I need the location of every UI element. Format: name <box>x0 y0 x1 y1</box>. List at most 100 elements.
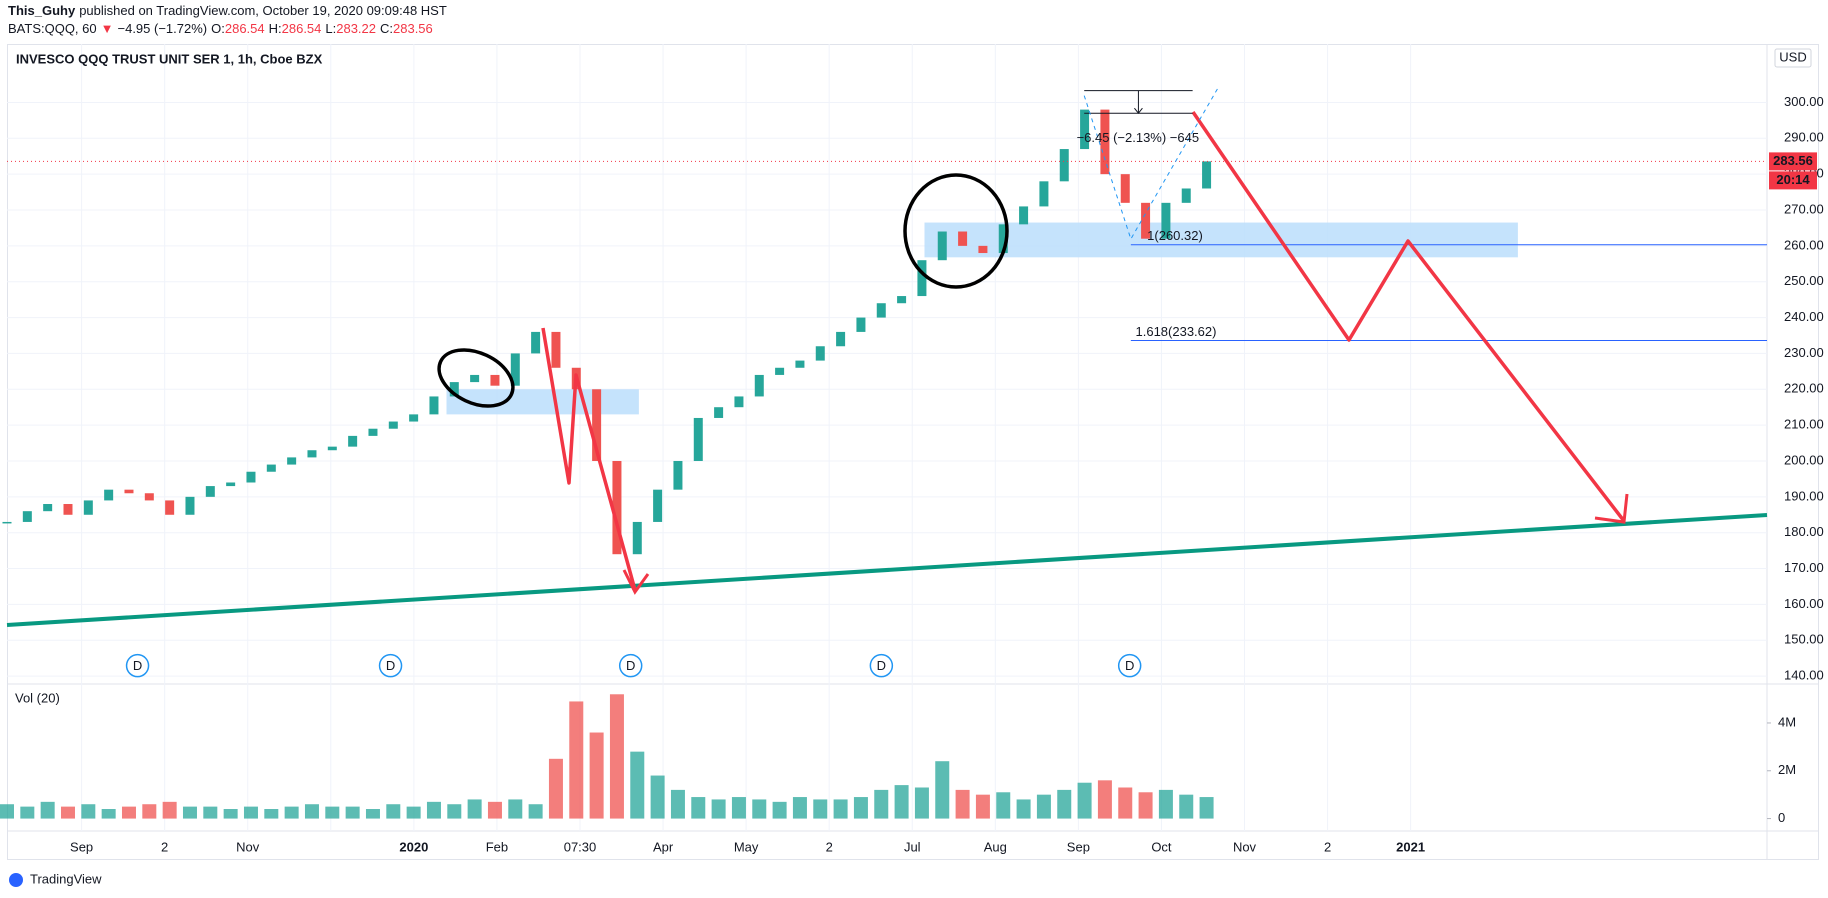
candle <box>734 396 744 408</box>
volume-bar <box>1118 787 1133 819</box>
volume-bar <box>304 804 319 819</box>
candle <box>104 489 114 501</box>
candle <box>612 460 622 555</box>
red-arrow-2 <box>1191 111 1626 523</box>
currency-box <box>1774 48 1812 68</box>
volume-bar <box>630 751 645 819</box>
candle <box>470 374 480 383</box>
candle <box>998 224 1008 254</box>
y-tick-label: 230.00 <box>1784 345 1824 360</box>
quote-part: 283.22 <box>336 21 376 36</box>
fib-label: 1(260.32) <box>1147 228 1203 243</box>
y-tick-label: 190.00 <box>1784 488 1824 503</box>
candle <box>978 245 988 254</box>
candle <box>795 360 805 368</box>
quote-line: BATS:QQQ, 60 ▼ −4.95 (−1.72%) O:286.54 H:286… <box>8 21 433 36</box>
projection <box>1083 87 1219 241</box>
candle <box>449 382 459 397</box>
last-price-box <box>1769 152 1817 171</box>
candle <box>409 414 419 422</box>
drawings <box>6 87 1768 627</box>
dividend-marker <box>125 653 150 678</box>
volume-title: Vol (20) <box>15 690 60 705</box>
candle <box>551 331 561 368</box>
volume-bar <box>894 785 909 819</box>
y-tick-label: 240.00 <box>1784 309 1824 324</box>
x-tick-label: 2 <box>826 839 833 854</box>
dividend-label: D <box>386 658 395 673</box>
volume-tick-label: 4M <box>1778 714 1796 729</box>
volume-bar <box>1179 794 1194 819</box>
candle <box>673 460 683 490</box>
volume-bar <box>813 799 828 819</box>
quote-part: 286.54 <box>225 21 265 36</box>
countdown-box <box>1769 171 1817 190</box>
x-tick-label: 2020 <box>399 839 428 854</box>
candle <box>307 450 317 458</box>
y-tick-label: 140.00 <box>1784 668 1824 683</box>
volume-bar <box>670 789 685 819</box>
y-tick-label: 220.00 <box>1784 381 1824 396</box>
dividend-marker <box>618 653 643 678</box>
dividend-label: D <box>133 658 142 673</box>
volume-bar <box>447 804 462 819</box>
candle <box>185 496 195 515</box>
y-tick-label: 150.00 <box>1784 632 1824 647</box>
quote-part: 286.54 <box>282 21 322 36</box>
volume-bar <box>569 701 584 819</box>
y-tick-label: 170.00 <box>1784 560 1824 575</box>
last-price-label: 283.56 <box>1773 153 1813 168</box>
candle <box>490 374 500 386</box>
x-tick-label: Jul <box>904 839 921 854</box>
x-tick-label: Apr <box>653 839 674 854</box>
candle <box>836 331 846 347</box>
volume-bar <box>752 799 767 819</box>
candle <box>429 396 439 415</box>
candle <box>510 353 520 386</box>
brand-logo <box>9 873 23 887</box>
quote-part: ▼ <box>101 21 114 36</box>
candle <box>1059 149 1069 182</box>
x-tick-label: Oct <box>1151 839 1172 854</box>
circle-annotation <box>437 348 515 408</box>
candle <box>754 374 764 397</box>
candle <box>124 489 134 494</box>
x-tick-label: Nov <box>1233 839 1257 854</box>
volume-bar <box>0 804 14 819</box>
candle <box>144 493 154 501</box>
candle <box>287 457 297 465</box>
candle <box>63 504 73 515</box>
volume-bar <box>731 797 746 819</box>
y-tick-label: 300.00 <box>1784 94 1824 109</box>
volume-bar <box>1158 789 1173 819</box>
volume-bar <box>853 797 868 819</box>
candle <box>592 389 602 461</box>
candle <box>897 296 907 304</box>
candle <box>327 446 337 451</box>
candle <box>43 504 53 512</box>
candle <box>1161 202 1171 239</box>
volume-bar <box>264 809 279 819</box>
trend-line <box>6 513 1768 627</box>
volume-bar <box>914 787 929 819</box>
red-arrowhead-1 <box>622 569 650 595</box>
volume-bar <box>101 809 116 819</box>
volume-bar <box>121 806 136 819</box>
volume-bar <box>711 799 726 819</box>
circle-annotation <box>903 173 1009 289</box>
y-tick-label: 160.00 <box>1784 596 1824 611</box>
y-tick-label: 180.00 <box>1784 524 1824 539</box>
author: This_Guhy <box>8 3 76 18</box>
volume-bar <box>162 801 177 819</box>
volume-bar <box>40 801 55 819</box>
candle <box>205 486 215 497</box>
volume-bar <box>386 804 401 819</box>
volume-bar <box>365 809 380 819</box>
quote-part: 283.56 <box>393 21 433 36</box>
volume-bar <box>691 797 706 819</box>
brand: TradingView <box>30 871 102 886</box>
volume-bar <box>20 806 35 819</box>
candle <box>876 303 886 318</box>
volume-bar <box>203 806 218 819</box>
